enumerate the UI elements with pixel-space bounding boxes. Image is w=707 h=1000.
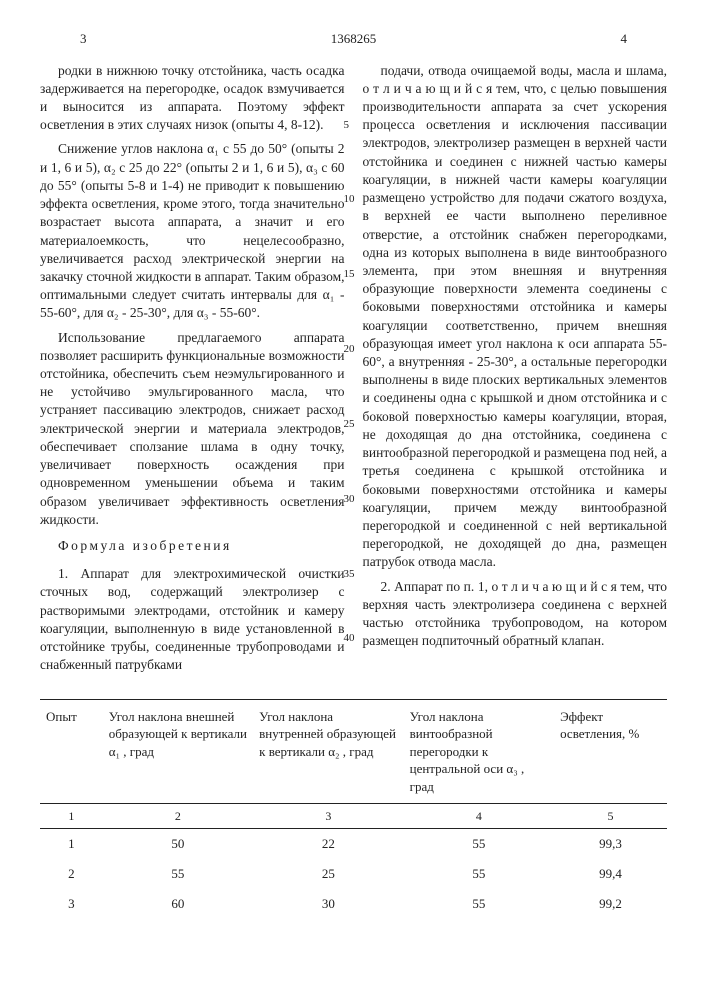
ln: 20	[344, 342, 355, 357]
col-idx: 3	[253, 804, 403, 829]
cell: 60	[103, 889, 253, 919]
th-opyt: Опыт	[40, 699, 103, 804]
formula-title: Формула изобретения	[40, 537, 345, 555]
cell: 55	[404, 859, 554, 889]
cell: 30	[253, 889, 403, 919]
cell: 99,2	[554, 889, 667, 919]
ln: 35	[344, 567, 355, 582]
cell: 2	[40, 859, 103, 889]
cell: 25	[253, 859, 403, 889]
col-idx: 2	[103, 804, 253, 829]
cell: 55	[404, 889, 554, 919]
col-idx: 1	[40, 804, 103, 829]
cell: 50	[103, 829, 253, 859]
cell: 3	[40, 889, 103, 919]
th-a3: Угол наклона винтообразной перегородки к…	[404, 699, 554, 804]
cell: 99,3	[554, 829, 667, 859]
col-idx: 5	[554, 804, 667, 829]
th-a1: Угол наклона внешней образующей к вертик…	[103, 699, 253, 804]
para: подачи, отвода очищаемой воды, масла и ш…	[363, 62, 668, 572]
ln: 25	[344, 417, 355, 432]
ln: 30	[344, 492, 355, 507]
para: родки в нижнюю точку отстойника, часть о…	[40, 62, 345, 135]
para: Снижение углов наклона α₁ с 55 до 50° (о…	[40, 140, 345, 322]
ln: 40	[344, 631, 355, 646]
ln: 15	[344, 267, 355, 282]
col-idx: 4	[404, 804, 554, 829]
ln: 5	[344, 118, 355, 133]
page-num-right: 4	[621, 30, 628, 48]
cell: 1	[40, 829, 103, 859]
cell: 55	[103, 859, 253, 889]
results-table: Опыт Угол наклона внешней образующей к в…	[40, 699, 667, 919]
cell: 99,4	[554, 859, 667, 889]
doc-number: 1368265	[87, 30, 621, 48]
line-numbers: 5 10 15 20 25 30 35 40	[344, 62, 355, 647]
right-column: подачи, отвода очищаемой воды, масла и ш…	[363, 62, 668, 681]
left-column: родки в нижнюю точку отстойника, часть о…	[40, 62, 345, 681]
para: 2. Аппарат по п. 1, о т л и ч а ю щ и й …	[363, 578, 668, 651]
th-eff: Эффект осветления, %	[554, 699, 667, 804]
para: 1. Аппарат для электрохимической очистки…	[40, 565, 345, 674]
cell: 22	[253, 829, 403, 859]
ln: 10	[344, 192, 355, 207]
cell: 55	[404, 829, 554, 859]
th-a2: Угол наклона внутренней образующей к вер…	[253, 699, 403, 804]
para: Использование предлагаемого аппарата поз…	[40, 329, 345, 529]
